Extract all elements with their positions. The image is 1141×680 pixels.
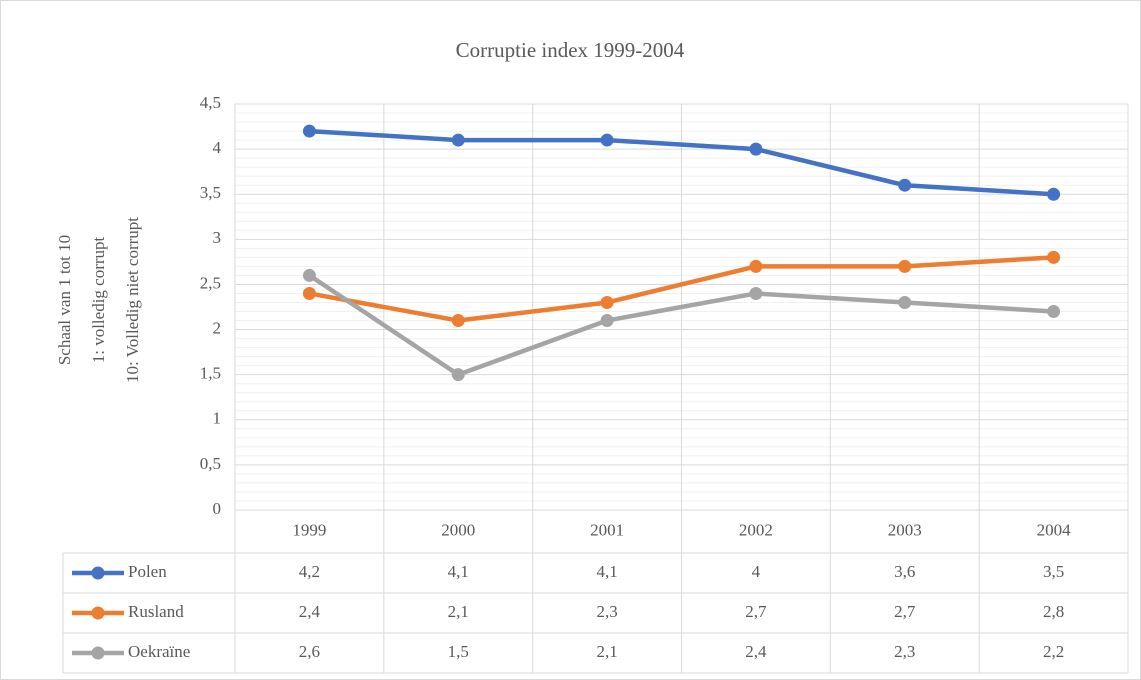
data-point	[749, 286, 763, 300]
x-tick-label: 1999	[292, 520, 326, 539]
series-line	[307, 128, 1056, 197]
data-point	[749, 259, 763, 273]
table-value: 2,1	[596, 642, 617, 661]
table-value: 2,1	[448, 602, 469, 621]
y-tick-label: 2	[213, 318, 222, 337]
data-point	[898, 178, 912, 192]
legend-key-marker	[91, 566, 105, 580]
table-value: 1,5	[448, 642, 469, 661]
y-tick-label: 4	[213, 138, 222, 157]
table-value: 2,4	[745, 642, 767, 661]
table-value: 4	[752, 562, 761, 581]
table-value: 2,7	[894, 602, 916, 621]
table-value: 3,6	[894, 562, 915, 581]
data-point	[451, 368, 465, 382]
y-tick-label: 2,5	[200, 273, 221, 292]
table-value: 2,3	[894, 642, 915, 661]
table-value: 2,3	[596, 602, 617, 621]
legend-label: Rusland	[128, 602, 184, 621]
data-point	[749, 142, 763, 156]
data-point	[302, 268, 316, 282]
legend-label: Oekraïne	[128, 642, 190, 661]
y-tick-label: 0	[213, 499, 222, 518]
y-axis-title-line: 1: volledig corrupt	[89, 236, 108, 363]
data-point	[302, 286, 316, 300]
data-point	[600, 295, 614, 309]
table-value: 2,7	[745, 602, 767, 621]
series-line	[307, 273, 1056, 377]
table-value: 2,4	[299, 602, 321, 621]
table-value: 2,8	[1043, 602, 1064, 621]
x-tick-label: 2004	[1037, 520, 1072, 539]
table-value: 4,1	[448, 562, 469, 581]
y-axis-title: Schaal van 1 tot 10 1: volledig corrupt 10…	[55, 217, 142, 383]
data-point	[898, 295, 912, 309]
x-tick-label: 2002	[739, 520, 773, 539]
y-axis-title-line: 10: Volledig niet corrupt	[123, 217, 142, 383]
table-value: 2,6	[299, 642, 320, 661]
x-tick-label: 2003	[888, 520, 922, 539]
legend-label: Polen	[128, 562, 167, 581]
series-line	[307, 255, 1056, 323]
table-value: 2,2	[1043, 642, 1064, 661]
y-tick-label: 1,5	[200, 364, 221, 383]
y-tick-label: 3	[213, 228, 222, 247]
chart-title: Corruptie index 1999-2004	[456, 38, 685, 62]
data-point	[1047, 305, 1061, 319]
table-value: 4,1	[596, 562, 617, 581]
data-point	[302, 124, 316, 138]
x-tick-label: 2001	[590, 520, 624, 539]
table-value: 3,5	[1043, 562, 1064, 581]
data-point	[451, 133, 465, 147]
y-axis-title-line: Schaal van 1 tot 10	[55, 235, 74, 365]
y-tick-label: 1	[213, 409, 222, 428]
legend-key-marker	[91, 646, 105, 660]
data-point	[1047, 250, 1061, 264]
data-point	[600, 314, 614, 328]
table-value: 4,2	[299, 562, 320, 581]
y-tick-label: 3,5	[200, 183, 221, 202]
legend-key-marker	[91, 606, 105, 620]
data-point	[1047, 187, 1061, 201]
x-tick-label: 2000	[441, 520, 475, 539]
data-point	[898, 259, 912, 273]
y-tick-label: 4,5	[200, 93, 221, 112]
data-point	[600, 133, 614, 147]
data-point	[451, 314, 465, 328]
y-tick-label: 0,5	[200, 454, 221, 473]
